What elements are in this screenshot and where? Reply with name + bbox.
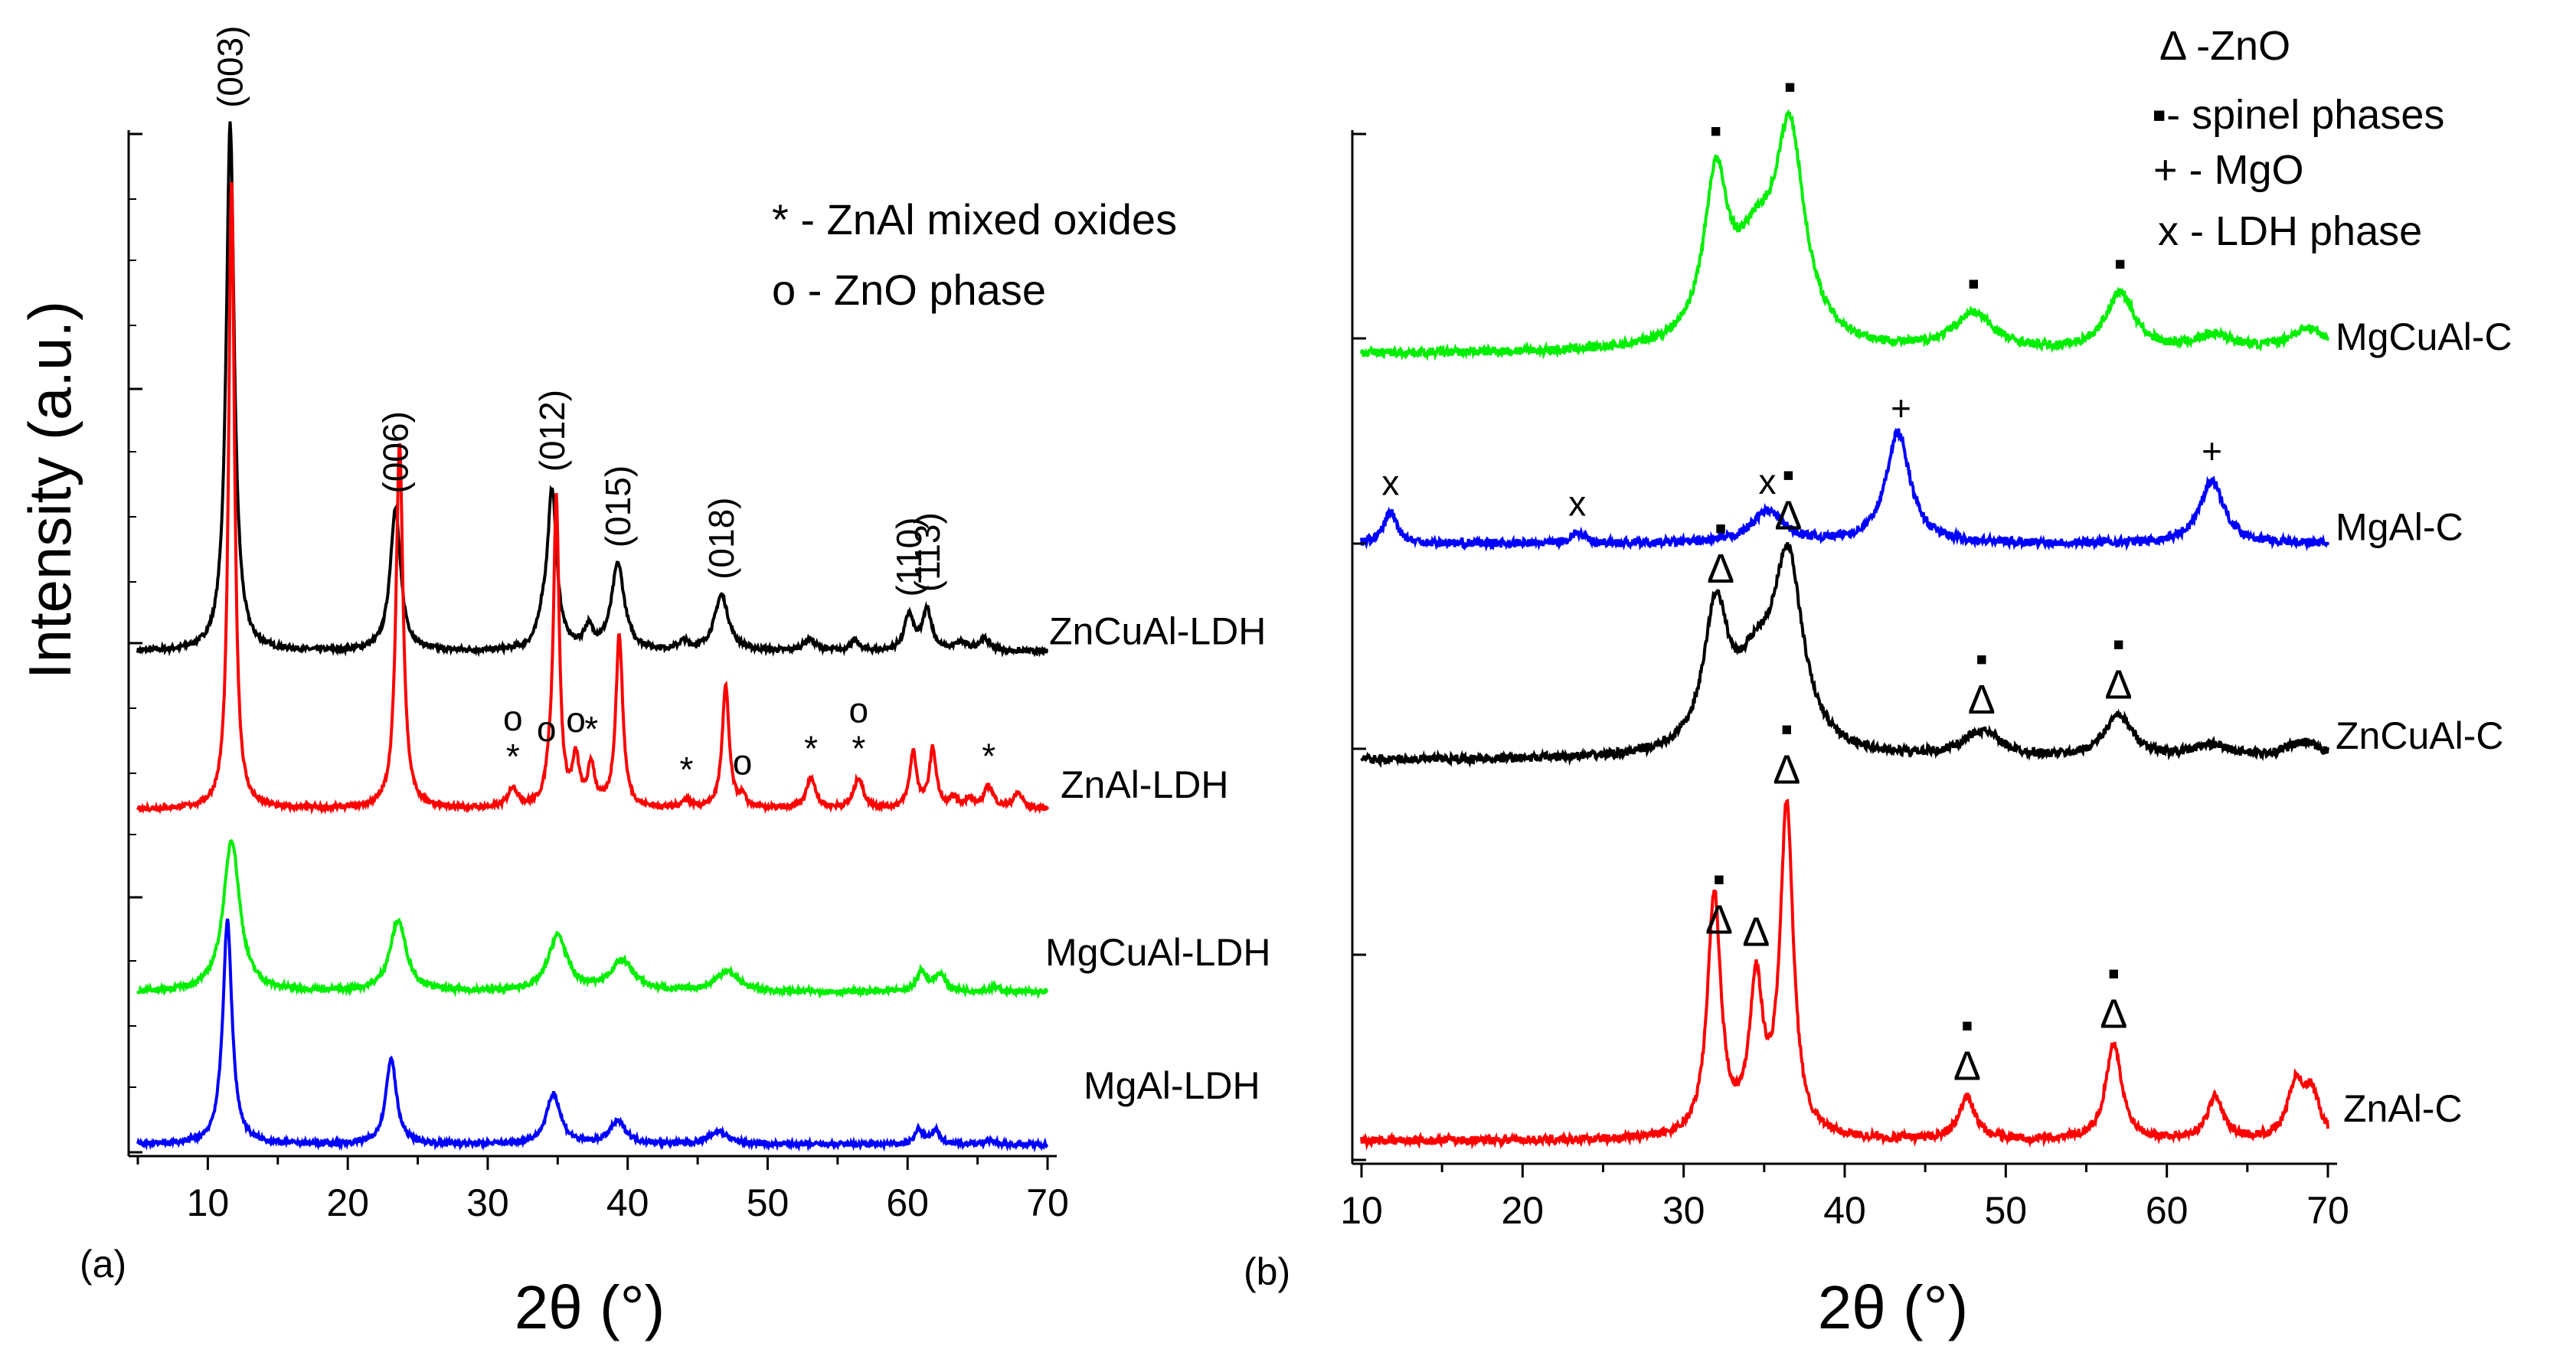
series-label-zncual-ldh: ZnCuAl-LDH — [1049, 609, 1266, 652]
peak-label-015: (015) — [598, 466, 638, 547]
marker-delta-znal-c: Δ — [1773, 747, 1800, 793]
marker-plus-mgal-c: + — [1891, 388, 1911, 428]
marker-star-znal-ldh: * — [852, 729, 865, 769]
panel-a-label: (a) — [80, 1243, 126, 1285]
marker-square-zncual-c: ▪ — [2112, 623, 2124, 663]
marker-delta-znal-c: Δ — [2100, 991, 2127, 1037]
y-axis-title: Intensity (a.u.) — [16, 301, 83, 679]
marker-square-znal-c: ▪ — [2107, 952, 2120, 992]
series-label-znal-c: ZnAl-C — [2343, 1087, 2463, 1130]
marker-star-znal-ldh: * — [506, 737, 520, 776]
peak-label-110: (110) — [889, 518, 929, 597]
peak-label-006: (006) — [375, 411, 415, 493]
panel-a-curves — [136, 121, 1049, 1153]
legend-zno-phase: o - ZnO phase — [772, 266, 1046, 314]
panel-b-curves — [1360, 109, 2329, 1151]
x-tick-label: 60 — [886, 1181, 929, 1224]
peak-label-018: (018) — [701, 498, 741, 580]
marker-square-mgcual-c: ▪ — [1783, 66, 1796, 106]
series-znal-ldh-line — [136, 181, 1049, 815]
panel-b-labels: MgCuAl-C▪▪▪▪MgAl-Cxxx++ZnCuAl-C▪Δ▪Δ▪Δ▪ΔZ… — [1381, 66, 2512, 1130]
marker-delta-zncual-c: Δ — [1968, 677, 1996, 723]
panel-b-axes: 10 20 30 40 50 60 70 — [1340, 130, 2349, 1232]
marker-star-znal-ldh: * — [804, 729, 818, 769]
marker-circle-znal-ldh: o — [566, 700, 586, 740]
x-tick-label: 20 — [326, 1181, 369, 1224]
marker-delta-zncual-c: Δ — [1774, 492, 1802, 538]
x-tick-label: 50 — [1984, 1189, 2027, 1232]
series-mgal-ldh-line — [136, 918, 1049, 1153]
peak-label-113: (113) — [907, 512, 947, 592]
marker-star-znal-ldh: * — [584, 709, 598, 749]
marker-delta-znal-c: Δ — [1705, 897, 1733, 943]
marker-square-zncual-c: ▪ — [1715, 508, 1727, 547]
marker-square-zncual-c: ▪ — [1976, 639, 1988, 678]
panel-a-chart: 10 20 30 40 50 60 70 ZnCuAl-LDH (003) (006) (012)… — [127, 26, 1271, 1224]
marker-square-mgcual-c: ▪ — [2114, 243, 2127, 283]
series-zncual-c-line — [1360, 542, 2329, 769]
legend-spinel-phases: ▪- spinel phases — [2152, 92, 2444, 138]
x-tick-label: 10 — [187, 1181, 230, 1224]
series-zncual-ldh-line — [136, 121, 1049, 658]
x-tick-label: 40 — [606, 1181, 649, 1224]
marker-square-zncual-c: ▪ — [1782, 454, 1794, 494]
series-mgal-c-line — [1360, 427, 2329, 552]
x-tick-label: 20 — [1501, 1189, 1544, 1232]
series-label-znal-ldh: ZnAl-LDH — [1061, 763, 1228, 806]
marker-square-znal-c: ▪ — [1780, 709, 1793, 749]
marker-ldh-x-mgal-c: x — [1759, 462, 1777, 501]
series-mgcual-ldh-line — [136, 838, 1049, 1000]
series-label-mgcual-c: MgCuAl-C — [2336, 315, 2512, 358]
panel-b-chart: 10 20 30 40 50 60 70 MgCuAl-C ▪ ▪ ▪ ▪ MgAl-C x x x + + Zn… — [1340, 66, 2512, 1232]
marker-square-znal-c: ▪ — [1961, 1005, 1973, 1045]
panel-a-x-title: 2θ (°) — [515, 1273, 665, 1341]
series-mgcual-c-line — [1360, 109, 2329, 362]
marker-ldh-x-mgal-c: x — [1381, 463, 1399, 503]
marker-square-mgcual-c: ▪ — [1967, 263, 1979, 303]
x-tick-label: 10 — [1340, 1189, 1383, 1232]
marker-square-mgcual-c: ▪ — [1710, 110, 1722, 150]
x-tick-label: 70 — [2306, 1189, 2349, 1232]
x-tick-label: 70 — [1026, 1181, 1069, 1224]
marker-circle-znal-ldh: o — [849, 691, 869, 730]
peak-label-003: (003) — [211, 26, 250, 108]
series-label-mgcual-ldh: MgCuAl-LDH — [1045, 931, 1271, 974]
panel-b-legend: Δ -ZnO ▪- spinel phases + - MgO x - LDH … — [2152, 23, 2444, 254]
series-znal-c-line — [1360, 799, 2329, 1151]
marker-delta-znal-c: Δ — [1953, 1044, 1981, 1089]
marker-delta-zncual-c: Δ — [2105, 662, 2133, 707]
marker-square-znal-c: ▪ — [1713, 859, 1725, 899]
x-tick-label: 30 — [1662, 1189, 1705, 1232]
panel-b-label: (b) — [1244, 1250, 1290, 1293]
marker-circle-znal-ldh: o — [733, 742, 753, 782]
legend-ldh-phase: x - LDH phase — [2158, 208, 2422, 254]
panel-a-labels: ZnCuAl-LDH (003) (006) (012) (015) (018) (110)… — [211, 26, 1271, 1107]
panel-a-axes: 10 20 30 40 50 60 70 — [127, 130, 1069, 1224]
x-tick-label: 30 — [466, 1181, 509, 1224]
series-label-zncual-c: ZnCuAl-C — [2336, 714, 2503, 757]
marker-star-znal-ldh: * — [680, 750, 694, 789]
x-tick-label: 40 — [1823, 1189, 1866, 1232]
marker-delta-zncual-c: Δ — [1707, 546, 1734, 592]
legend-zn-al-mixed-oxides: * - ZnAl mixed oxides — [772, 195, 1177, 243]
panel-a-legend: * - ZnAl mixed oxides o - ZnO phase — [772, 195, 1177, 314]
legend-zno: Δ -ZnO — [2159, 23, 2290, 69]
peak-label-012: (012) — [532, 390, 572, 472]
marker-star-znal-ldh: * — [982, 737, 995, 776]
series-label-mgal-ldh: MgAl-LDH — [1084, 1064, 1260, 1107]
x-tick-label: 60 — [2146, 1189, 2189, 1232]
marker-ldh-x-mgal-c: x — [1568, 484, 1586, 524]
marker-plus-mgal-c: + — [2202, 431, 2222, 471]
marker-delta-znal-c: Δ — [1742, 910, 1770, 956]
legend-mgo: + - MgO — [2153, 147, 2304, 193]
x-tick-label: 50 — [747, 1181, 789, 1224]
series-label-mgal-c: MgAl-C — [2336, 505, 2463, 548]
marker-circle-znal-ldh: o — [537, 709, 557, 749]
panel-b-x-title: 2θ (°) — [1818, 1273, 1968, 1341]
marker-circle-znal-ldh: o — [503, 698, 523, 738]
